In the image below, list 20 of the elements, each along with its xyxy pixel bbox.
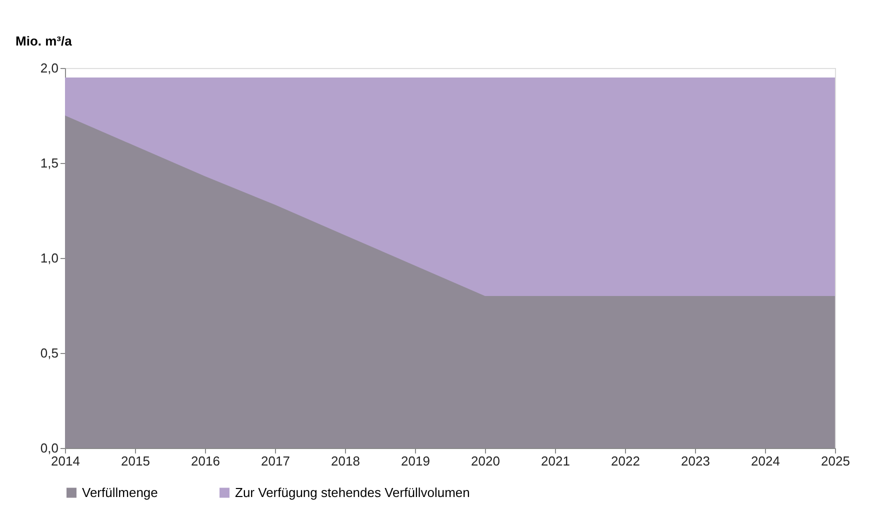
y-tick-label: 1,0 — [40, 250, 58, 266]
legend-label: Verfüllmenge — [82, 484, 158, 500]
x-tick-label: 2019 — [401, 454, 430, 468]
x-tick-label: 2018 — [331, 454, 360, 468]
x-tick-label: 2025 — [821, 454, 850, 468]
y-tick-label: 0,5 — [40, 346, 58, 360]
x-tick-label: 2021 — [541, 454, 570, 468]
x-tick-label: 2016 — [191, 454, 220, 468]
x-tick-label: 2023 — [681, 454, 710, 468]
x-tick-label: 2015 — [121, 454, 150, 468]
y-tick-label: 2,0 — [40, 60, 58, 76]
y-axis-title: Mio. m³/a — [16, 34, 73, 48]
x-tick-label: 2017 — [261, 454, 290, 468]
legend-label: Zur Verfügung stehendes Verfüllvolumen — [235, 484, 470, 500]
x-tick-label: 2022 — [611, 454, 640, 468]
x-tick-label: 2020 — [471, 454, 500, 468]
y-tick-label: 0,0 — [40, 440, 58, 456]
x-tick-label: 2014 — [51, 454, 80, 468]
x-tick-label: 2024 — [751, 454, 780, 468]
y-tick-label: 1,5 — [40, 156, 58, 170]
